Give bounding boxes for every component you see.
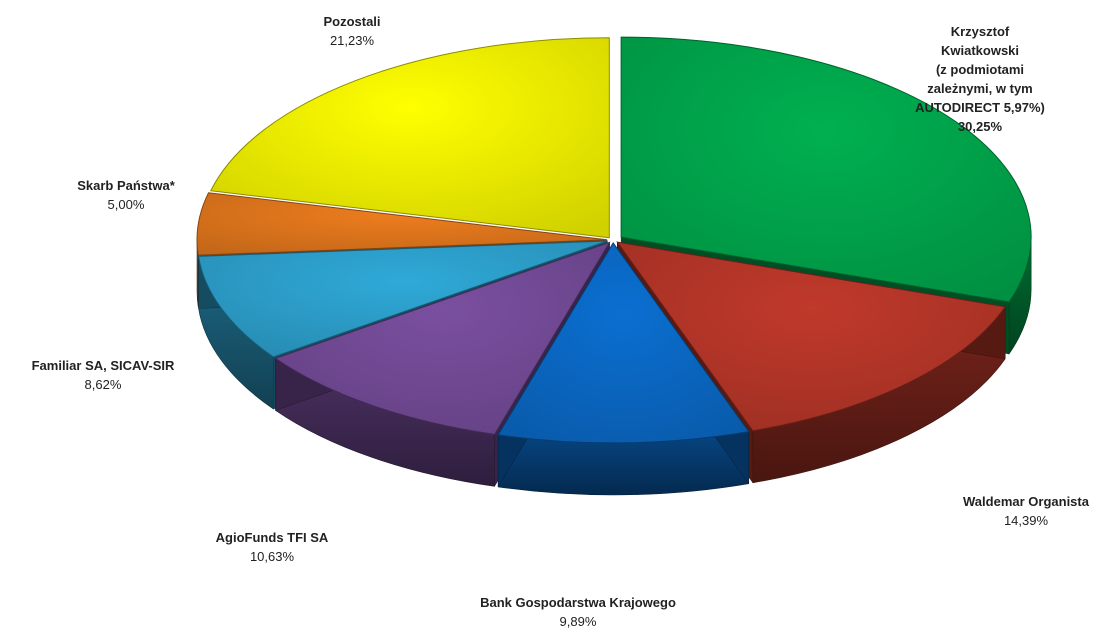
slice-label-kwiatkowski: Krzysztof Kwiatkowski (z podmiotami zale… [913,22,1047,136]
slice-value-agiofunds: 10,63% [249,549,295,564]
slice-label-pozostali: Pozostali 21,23% [323,12,380,50]
slice-name-familiar: Familiar SA, SICAV-SIR [31,358,175,373]
slice-label-familiar: Familiar SA, SICAV-SIR 8,62% [32,356,175,394]
pie-slice-pozostali [209,37,610,239]
pie-slice-kwiatkowski [620,36,1032,303]
pie-slice-bgk [497,242,750,444]
slice-name-pozostali: Pozostali [323,14,381,29]
slice-label-skarb-panstwa: Skarb Państwa* 5,00% [77,176,175,214]
slice-value-organista: 14,39% [1003,513,1049,528]
slice-name-bgk: Bank Gospodarstwa Krajowego [480,595,676,610]
pie-slice-agiofunds [274,241,611,435]
pie-slice-tops [196,36,1032,444]
pie-slice-familiar [197,240,608,358]
slice-label-bgk: Bank Gospodarstwa Krajowego 9,89% [480,593,676,631]
slice-value-kwiatkowski: 30,25% [957,119,1003,134]
slice-label-agiofunds: AgioFunds TFI SA 10,63% [216,528,329,566]
slice-name-kwiatkowski: Krzysztof Kwiatkowski (z podmiotami zale… [915,24,1045,115]
slice-value-bgk: 9,89% [559,614,597,629]
pie-slice-organista [616,241,1007,432]
slice-value-skarb-panstwa: 5,00% [107,197,145,212]
slice-name-agiofunds: AgioFunds TFI SA [215,530,329,545]
slice-name-organista: Waldemar Organista [963,494,1089,509]
slice-value-familiar: 8,62% [84,377,122,392]
pie-slice-skarb-panstwa [196,192,608,256]
slice-value-pozostali: 21,23% [329,33,375,48]
slice-label-organista: Waldemar Organista 14,39% [963,492,1089,530]
slice-name-skarb-panstwa: Skarb Państwa* [77,178,175,193]
